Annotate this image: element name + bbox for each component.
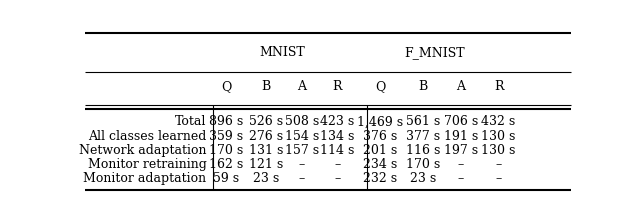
- Text: 276 s: 276 s: [249, 130, 283, 143]
- Text: 134 s: 134 s: [320, 130, 355, 143]
- Text: B: B: [419, 80, 428, 93]
- Text: 232 s: 232 s: [363, 172, 397, 185]
- Text: 526 s: 526 s: [249, 115, 283, 128]
- Text: A: A: [456, 80, 465, 93]
- Text: R: R: [333, 80, 342, 93]
- Text: Network adaptation: Network adaptation: [79, 144, 207, 157]
- Text: –: –: [495, 172, 502, 185]
- Text: F_MNIST: F_MNIST: [404, 46, 465, 59]
- Text: Total: Total: [175, 115, 207, 128]
- Text: Q: Q: [221, 80, 232, 93]
- Text: 191 s: 191 s: [444, 130, 478, 143]
- Text: 116 s: 116 s: [406, 144, 440, 157]
- Text: 376 s: 376 s: [363, 130, 397, 143]
- Text: 197 s: 197 s: [444, 144, 478, 157]
- Text: 170 s: 170 s: [406, 158, 440, 171]
- Text: 162 s: 162 s: [209, 158, 243, 171]
- Text: 59 s: 59 s: [213, 172, 239, 185]
- Text: R: R: [494, 80, 504, 93]
- Text: 23 s: 23 s: [253, 172, 279, 185]
- Text: 114 s: 114 s: [320, 144, 355, 157]
- Text: –: –: [458, 172, 464, 185]
- Text: 131 s: 131 s: [249, 144, 283, 157]
- Text: Monitor retraining: Monitor retraining: [88, 158, 207, 171]
- Text: A: A: [297, 80, 306, 93]
- Text: 154 s: 154 s: [285, 130, 319, 143]
- Text: Monitor adaptation: Monitor adaptation: [83, 172, 207, 185]
- Text: 130 s: 130 s: [481, 144, 516, 157]
- Text: 359 s: 359 s: [209, 130, 243, 143]
- Text: 432 s: 432 s: [481, 115, 516, 128]
- Text: 121 s: 121 s: [249, 158, 283, 171]
- Text: MNIST: MNIST: [259, 46, 305, 59]
- Text: 157 s: 157 s: [285, 144, 319, 157]
- Text: –: –: [334, 172, 340, 185]
- Text: 423 s: 423 s: [320, 115, 355, 128]
- Text: –: –: [299, 158, 305, 171]
- Text: 234 s: 234 s: [363, 158, 397, 171]
- Text: –: –: [495, 158, 502, 171]
- Text: 170 s: 170 s: [209, 144, 243, 157]
- Text: –: –: [334, 158, 340, 171]
- Text: Q: Q: [375, 80, 385, 93]
- Text: 1,469 s: 1,469 s: [357, 115, 403, 128]
- Text: B: B: [261, 80, 271, 93]
- Text: 561 s: 561 s: [406, 115, 440, 128]
- Text: 706 s: 706 s: [444, 115, 478, 128]
- Text: 508 s: 508 s: [285, 115, 319, 128]
- Text: –: –: [458, 158, 464, 171]
- Text: All classes learned: All classes learned: [88, 130, 207, 143]
- Text: 130 s: 130 s: [481, 130, 516, 143]
- Text: 896 s: 896 s: [209, 115, 243, 128]
- Text: 201 s: 201 s: [363, 144, 397, 157]
- Text: 23 s: 23 s: [410, 172, 436, 185]
- Text: 377 s: 377 s: [406, 130, 440, 143]
- Text: –: –: [299, 172, 305, 185]
